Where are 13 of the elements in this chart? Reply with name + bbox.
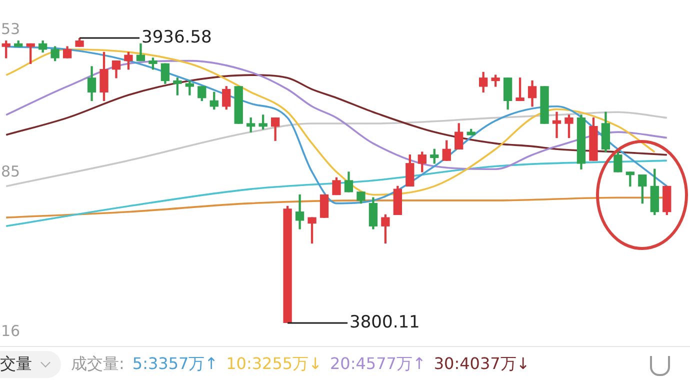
annotation: 3800.11 [350,312,420,332]
text: 交量 [0,351,61,378]
text: 20:4577万↑ [330,354,426,375]
text: 30:4037万↓ [434,354,530,375]
text: 10:3255万↓ [226,354,322,375]
annotation: 53 [1,20,20,38]
text: 成交量: [71,354,124,375]
candlestick [234,86,243,124]
text: 5:3357万↑ [132,354,218,375]
candlestick [320,194,329,218]
annotation: 16 [1,322,20,340]
annotation: 3936.58 [142,27,212,48]
annotation: 85 [1,162,20,180]
